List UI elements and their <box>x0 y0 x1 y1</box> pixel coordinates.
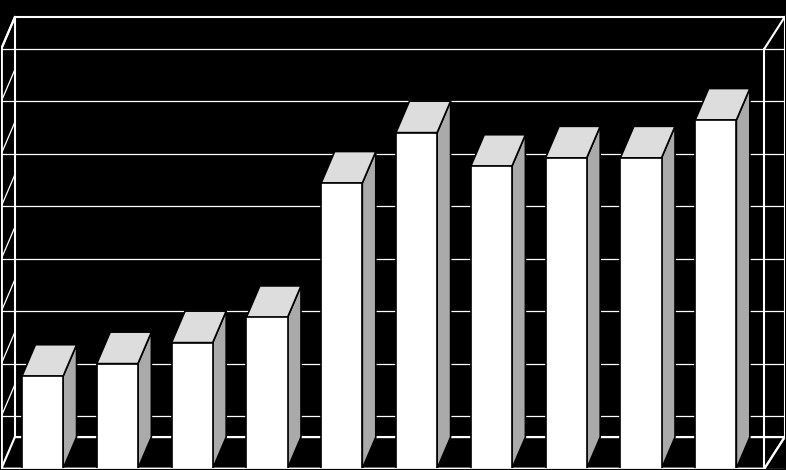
Polygon shape <box>362 151 376 469</box>
Bar <box>246 317 288 469</box>
Polygon shape <box>171 311 226 343</box>
Bar <box>97 364 138 469</box>
Polygon shape <box>63 345 76 469</box>
Polygon shape <box>696 88 750 120</box>
Polygon shape <box>512 135 525 469</box>
Polygon shape <box>662 126 675 469</box>
Bar <box>696 120 736 469</box>
Polygon shape <box>437 101 450 469</box>
Polygon shape <box>138 332 152 469</box>
Bar <box>396 133 437 469</box>
Polygon shape <box>736 88 750 469</box>
Bar <box>171 343 213 469</box>
Polygon shape <box>288 286 301 469</box>
Polygon shape <box>471 135 525 166</box>
Bar <box>321 183 362 469</box>
Polygon shape <box>97 332 152 364</box>
Bar <box>620 158 662 469</box>
Polygon shape <box>321 151 376 183</box>
Polygon shape <box>545 126 601 158</box>
Bar <box>545 158 586 469</box>
Polygon shape <box>586 126 601 469</box>
Polygon shape <box>2 437 784 469</box>
Bar <box>471 166 512 469</box>
Polygon shape <box>396 101 450 133</box>
Polygon shape <box>620 126 675 158</box>
Polygon shape <box>22 345 76 376</box>
Polygon shape <box>246 286 301 317</box>
Bar <box>22 376 63 469</box>
Polygon shape <box>213 311 226 469</box>
